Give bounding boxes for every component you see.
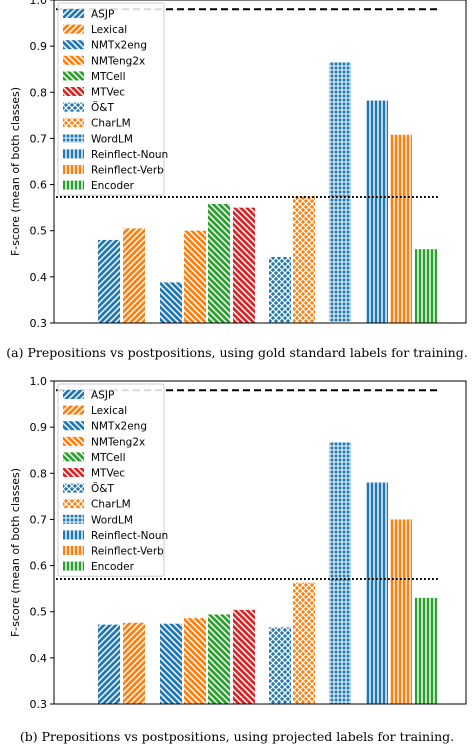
- axes-frame-a: [53, 0, 467, 324]
- legend-label-reinflect-noun-a: Reinflect-Noun: [91, 149, 168, 161]
- legend-swatch-mtcell-a: [63, 71, 84, 81]
- legend-swatch-encoder-a: [63, 180, 84, 190]
- bar-lexical-b: [123, 622, 145, 704]
- legend-swatch-mtvec-b: [63, 468, 84, 477]
- bar-lexical-a: [123, 228, 145, 323]
- bar-wordlm-b: [329, 441, 351, 704]
- legend-label-lexical-a: Lexical: [91, 24, 127, 36]
- y-axis-label-a: F-score (mean of both classes): [9, 87, 22, 256]
- chart-panel-b: 0.3 0.4 0.5 0.6 0.7 0.8 0.9 1.0 F-score (mean of…: [9, 375, 467, 711]
- y-tick-label-a: 0.7: [30, 132, 48, 145]
- legend-label-encoder-b: Encoder: [91, 561, 135, 573]
- y-tick-label-a: 0.5: [30, 225, 48, 238]
- y-tick-label-a: 0.8: [30, 86, 48, 99]
- caption-b: (b) Prepositions vs postpositions, using…: [20, 729, 454, 744]
- y-tick-label-b: 0.5: [30, 606, 48, 619]
- legend-label-mtvec-a: MTVec: [91, 87, 125, 99]
- y-tick-label-b: 0.7: [30, 513, 48, 526]
- bar-o-and-t-a: [269, 257, 291, 323]
- bar-o-and-t-b: [269, 627, 291, 704]
- bar-reinflect-noun-b: [366, 482, 388, 704]
- legend-label-reinflect-noun-b: Reinflect-Noun: [91, 530, 168, 542]
- bar-reinflect-verb-a: [390, 134, 412, 323]
- legend-swatch-lexical-a: [63, 24, 84, 34]
- legend-label-asjp-b: ASJP: [91, 390, 114, 402]
- chart-panel-a: 0.3 0.4 0.5 0.6 0.7 0.8 0.9 1.0 F-score (mean of…: [9, 0, 467, 330]
- bar-nmteng2x-a: [184, 230, 206, 323]
- legend-label-nmtx2eng-b: NMTx2eng: [91, 421, 147, 433]
- y-tick-label-b: 1.0: [30, 375, 48, 388]
- legend-label-o-and-t-b: Ö&T: [91, 482, 114, 495]
- legend-swatch-reinflect-verb-b: [63, 546, 84, 555]
- legend-label-mtvec-b: MTVec: [91, 468, 125, 480]
- legend-swatch-wordlm-a: [63, 133, 84, 143]
- legend-swatch-mtcell-b: [63, 452, 84, 462]
- legend-label-charlm-a: CharLM: [91, 118, 131, 130]
- bar-reinflect-noun-a: [366, 100, 388, 323]
- legend-swatch-nmteng2x-b: [63, 436, 84, 446]
- legend-label-asjp-a: ASJP: [91, 9, 114, 21]
- axes-frame-b: [53, 380, 467, 705]
- legend-swatch-nmtx2eng-b: [63, 421, 84, 431]
- bar-reinflect-verb-b: [390, 519, 412, 704]
- y-tick-label-a: 1.0: [30, 0, 48, 7]
- legend-label-wordlm-a: WordLM: [91, 133, 133, 145]
- y-tick-label-b: 0.3: [30, 698, 48, 711]
- legend-swatch-asjp-b: [63, 390, 84, 399]
- bar-charlm-a: [293, 196, 315, 323]
- legend-swatch-charlm-a: [63, 118, 84, 128]
- bar-asjp-a: [98, 239, 120, 323]
- bar-mtcell-b: [208, 614, 230, 704]
- legend-label-mtcell-b: MTCell: [91, 452, 125, 464]
- legend-label-o-and-t-a: Ö&T: [91, 101, 114, 114]
- legend-label-reinflect-verb-b: Reinflect-Verb: [91, 546, 164, 558]
- legend-swatch-encoder-b: [63, 561, 84, 571]
- legend-swatch-mtvec-a: [63, 87, 84, 96]
- y-tick-label-b: 0.8: [30, 467, 48, 480]
- legend-label-nmteng2x-a: NMTeng2x: [91, 55, 145, 67]
- legend-swatch-reinflect-noun-b: [63, 530, 84, 540]
- legend-label-encoder-a: Encoder: [91, 180, 135, 192]
- legend-label-reinflect-verb-a: Reinflect-Verb: [91, 165, 164, 177]
- legend-swatch-asjp-a: [63, 9, 84, 18]
- legend-swatch-lexical-b: [63, 405, 84, 415]
- bar-mtvec-a: [233, 207, 255, 323]
- bar-nmtx2eng-a: [160, 282, 182, 323]
- legend-swatch-nmtx2eng-a: [63, 40, 84, 50]
- y-tick-label-b: 0.9: [30, 421, 48, 434]
- legend-label-mtcell-a: MTCell: [91, 71, 125, 83]
- legend-b: [57, 383, 165, 577]
- bar-mtcell-a: [208, 203, 230, 323]
- y-tick-label-a: 0.3: [30, 317, 48, 330]
- legend-swatch-o-and-t-b: [63, 483, 84, 493]
- legend-swatch-reinflect-noun-a: [63, 149, 84, 159]
- y-tick-label-a: 0.6: [30, 179, 48, 192]
- legend-label-nmteng2x-b: NMTeng2x: [91, 436, 145, 448]
- bar-charlm-b: [293, 582, 315, 704]
- bar-nmteng2x-b: [184, 618, 206, 704]
- y-tick-label-a: 0.4: [30, 271, 48, 284]
- bar-encoder-b: [415, 597, 437, 704]
- legend-swatch-o-and-t-a: [63, 102, 84, 112]
- legend-swatch-nmteng2x-a: [63, 55, 84, 65]
- caption-a: (a) Prepositions vs postpositions, using…: [6, 345, 467, 360]
- bar-mtvec-b: [233, 609, 255, 704]
- y-tick-label-b: 0.6: [30, 560, 48, 573]
- bar-wordlm-a: [329, 61, 351, 324]
- legend-label-wordlm-b: WordLM: [91, 514, 133, 526]
- legend-label-lexical-b: Lexical: [91, 405, 127, 417]
- y-axis-label-b: F-score (mean of both classes): [9, 468, 22, 637]
- bar-nmtx2eng-b: [160, 623, 182, 704]
- legend-label-nmtx2eng-a: NMTx2eng: [91, 40, 147, 52]
- y-tick-label-b: 0.4: [30, 652, 48, 665]
- bar-asjp-b: [98, 624, 120, 704]
- legend-swatch-charlm-b: [63, 499, 84, 509]
- legend-label-charlm-b: CharLM: [91, 499, 131, 511]
- legend-swatch-wordlm-b: [63, 514, 84, 524]
- legend-a: [57, 2, 165, 196]
- legend-swatch-reinflect-verb-a: [63, 165, 84, 174]
- bar-encoder-a: [415, 249, 437, 323]
- y-tick-label-a: 0.9: [30, 40, 48, 53]
